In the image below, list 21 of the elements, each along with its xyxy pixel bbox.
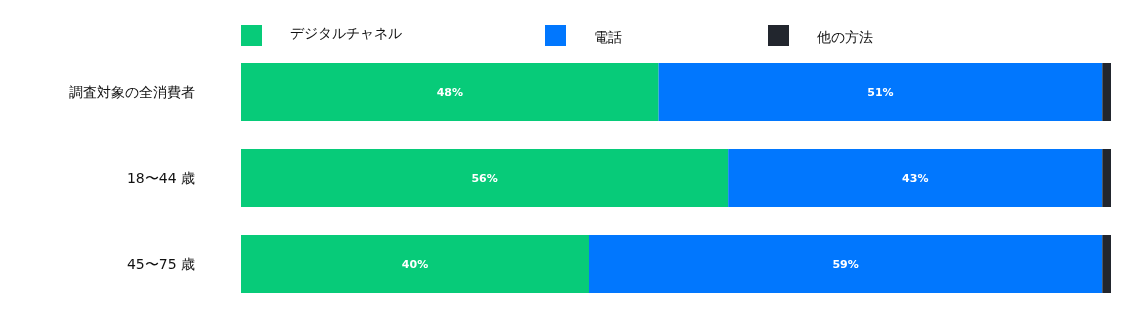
data-label: 43% (902, 172, 929, 185)
bar (728, 149, 1103, 207)
legend-label: デジタルチャネル (290, 25, 402, 41)
bar (1102, 63, 1111, 121)
data-label: 51% (867, 86, 894, 99)
bar (241, 235, 589, 293)
data-label: 48% (436, 86, 463, 99)
bar (241, 63, 659, 121)
bar (589, 235, 1103, 293)
legend-label: 他の方法 (817, 29, 873, 45)
bar (658, 63, 1103, 121)
y-tick-label: 45〜75 歳 (126, 256, 195, 272)
y-tick-label: 18〜44 歳 (126, 170, 195, 186)
data-label: 40% (401, 258, 429, 271)
bar (1102, 235, 1111, 293)
bar (241, 149, 729, 207)
data-label: 59% (832, 258, 859, 271)
y-tick-label: 調査対象の全消費者 (69, 84, 195, 100)
bar (1102, 149, 1111, 207)
legend-label: 電話 (594, 29, 622, 45)
data-label: 56% (471, 172, 498, 185)
